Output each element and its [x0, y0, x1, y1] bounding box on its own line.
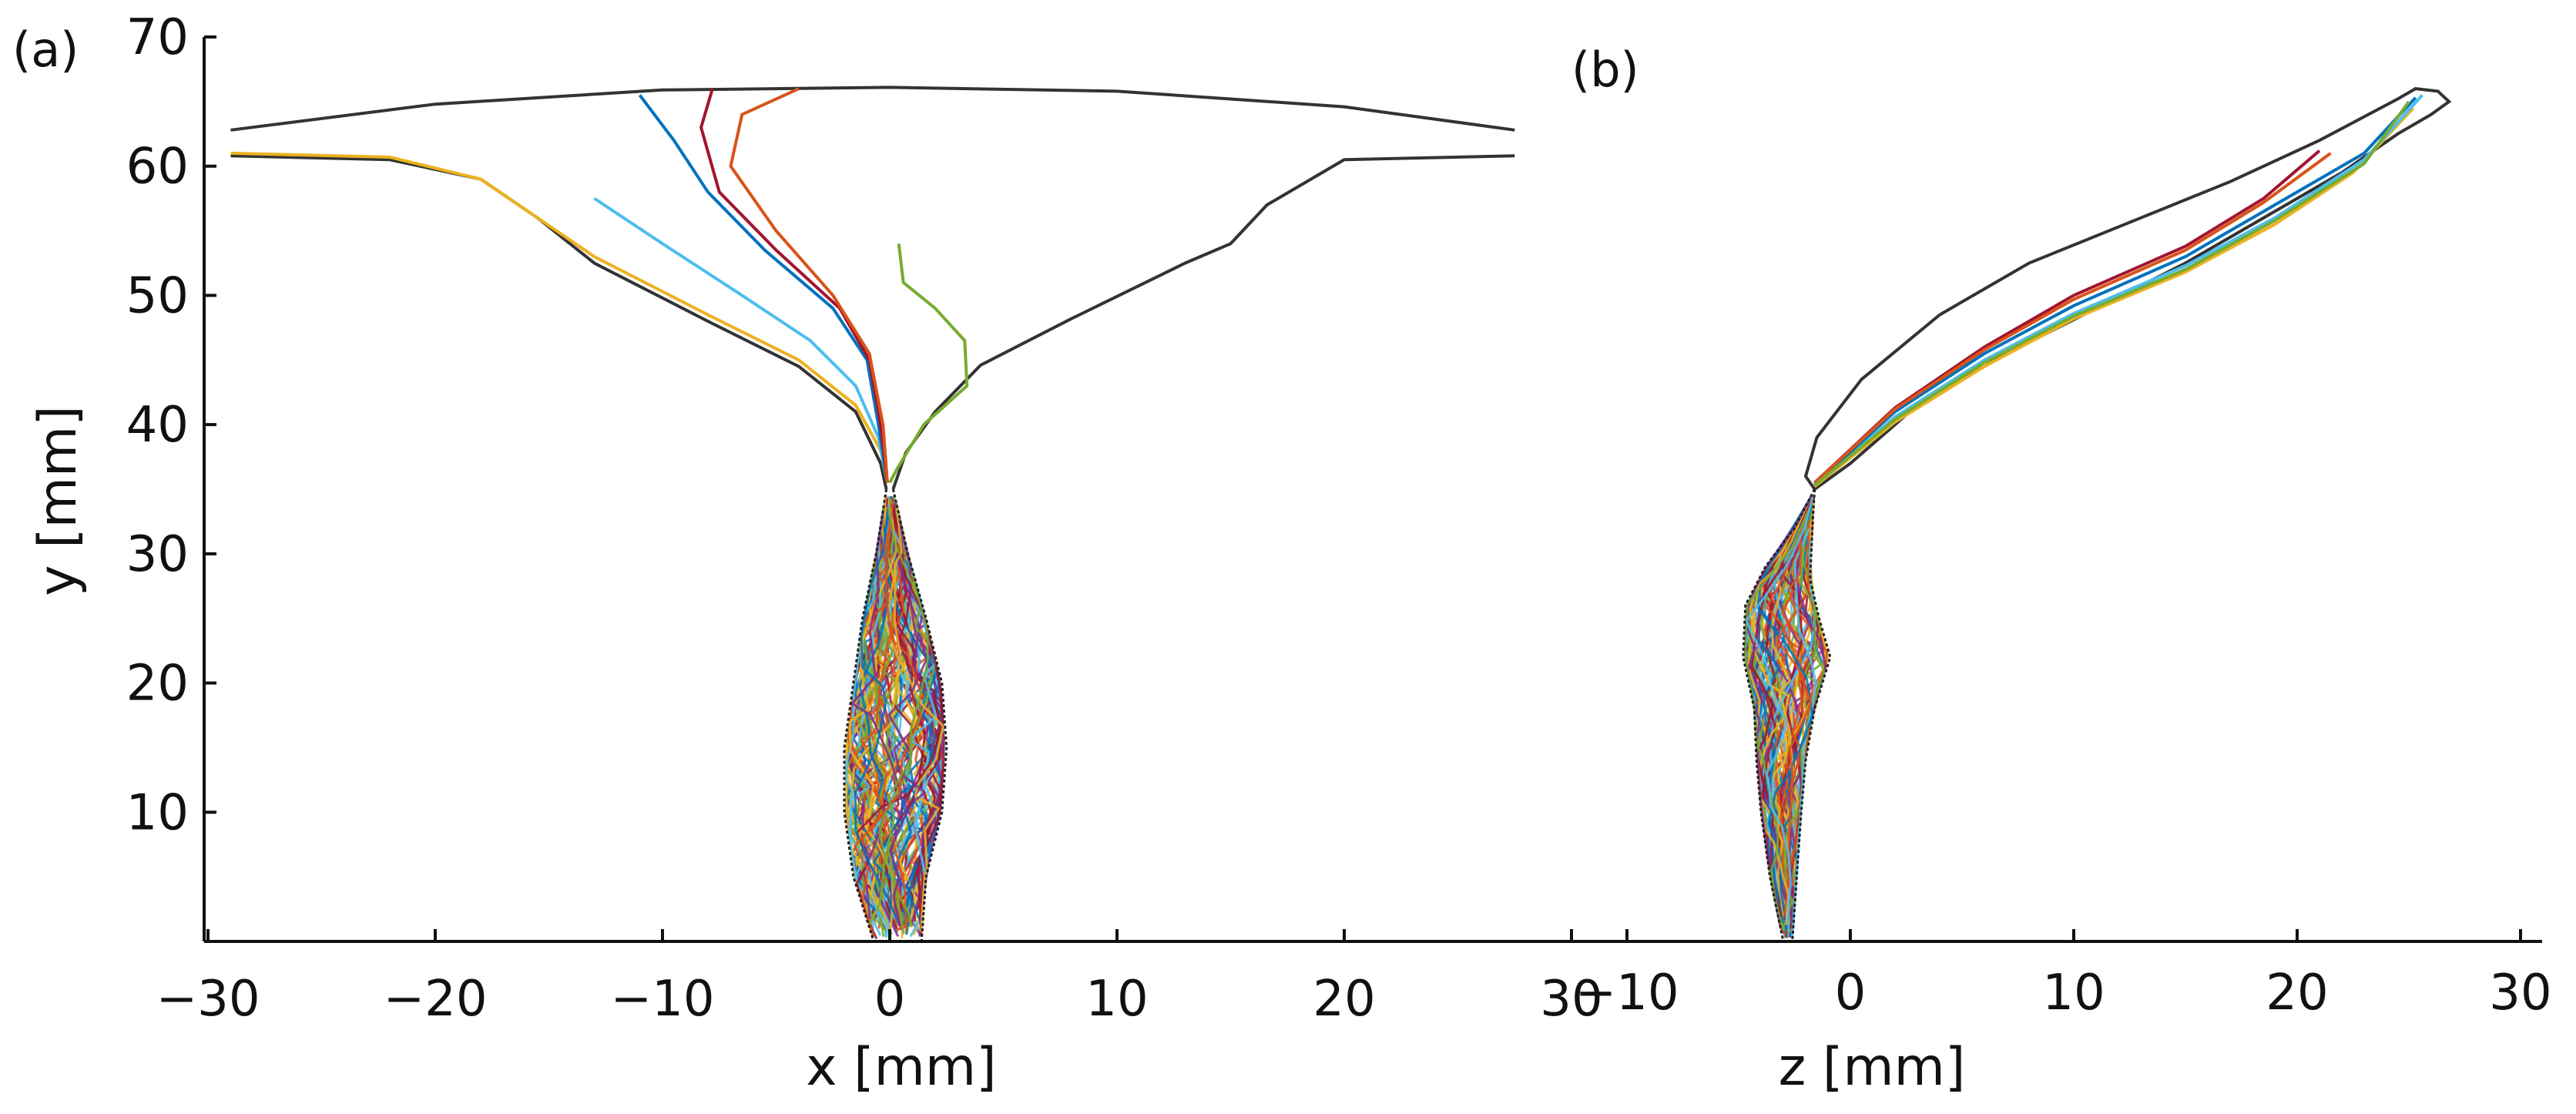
- panel-a-y-tick-label: 30: [126, 526, 189, 583]
- panel-a-y-tick-label: 50: [126, 267, 189, 324]
- panel-a-track: [878, 508, 937, 928]
- panel-a-track: [893, 505, 944, 933]
- panel-a-outline-stem-right: [891, 488, 948, 942]
- panel-a-x-tick-label: −30: [156, 971, 260, 1028]
- panel-a-outline-stem-left: [843, 488, 888, 942]
- panel-b-x-tick-label: 30: [2489, 965, 2551, 1022]
- panel-b-track: [1776, 537, 1813, 916]
- panel-a-track: [868, 506, 929, 925]
- panel-a-track: [853, 500, 922, 938]
- panel-b-track: [1750, 501, 1813, 917]
- panel-b-track: [1745, 495, 1815, 933]
- panel-b-series-blue: [1813, 96, 2417, 485]
- panel-b-geometry-outline: [1742, 87, 2452, 942]
- panel-a-outline-upper-edge: [230, 86, 1515, 132]
- panel-a-series-blue: [638, 94, 889, 483]
- panel-a-x-tick-label: −10: [610, 971, 714, 1028]
- panel-a-x-ticks: −30 −20 −10 0 10 20 30: [156, 929, 1603, 1028]
- panel-a-track: [845, 523, 901, 914]
- panel-a-x-axis-title: x [mm]: [806, 1037, 996, 1098]
- panel-a-y-axis-title: y [mm]: [28, 405, 89, 596]
- panel-a-y-tick-label: 60: [126, 139, 189, 196]
- panel-b-series-cyan: [1813, 94, 2423, 487]
- panel-a-series-purple: [699, 88, 889, 483]
- panel-b-x-tick-label: 0: [1835, 965, 1867, 1022]
- panel-a-outline-right-wall: [891, 154, 1515, 490]
- panel-a-track: [850, 515, 907, 931]
- panel-b-outline-stem-right: [1791, 488, 1832, 942]
- panel-a-y-tick-label: 20: [126, 656, 189, 713]
- panel-b-track: [1749, 502, 1809, 921]
- panel-a-x-tick-label: 20: [1313, 971, 1375, 1028]
- panel-a-series-orange: [230, 151, 889, 484]
- panel-a-x-tick-label: −20: [383, 971, 487, 1028]
- panel-a-streamlines: [230, 87, 969, 484]
- panel-b-series-green: [1813, 100, 2410, 487]
- panel-a-y-tick-label: 40: [126, 397, 189, 454]
- panel-a: (a) −30 −20 −10 0 10 20 30 10 20 30 40 50 60 70 x [m…: [12, 9, 1603, 1098]
- panel-a-series-red-orange: [729, 87, 889, 483]
- panel-a-x-tick-label: 10: [1085, 971, 1148, 1028]
- panel-a-series-green: [888, 243, 969, 484]
- panel-b-x-tick-label: 20: [2266, 965, 2328, 1022]
- panel-b-series-orange: [1813, 106, 2415, 488]
- panel-a-y-tick-label: 10: [126, 784, 189, 841]
- panel-a-tracks: [844, 495, 946, 940]
- panel-a-track: [845, 512, 894, 935]
- panel-a-series-cyan: [593, 196, 889, 483]
- panel-a-label: (a): [12, 22, 79, 78]
- panel-b-series-red-orange: [1813, 152, 2332, 485]
- panel-a-x-tick-label: 30: [1540, 971, 1602, 1028]
- panel-a-x-tick-label: 0: [874, 971, 906, 1028]
- panel-b-x-tick-label: 10: [2042, 965, 2105, 1022]
- panel-b-tracks: [1743, 495, 1830, 938]
- panel-a-y-ticks: 10 20 30 40 50 60 70: [126, 9, 216, 841]
- panel-b: (b) −10 0 10 20 30 z [mm]: [1560, 42, 2552, 1098]
- panel-b-label: (b): [1571, 42, 1639, 98]
- panel-a-track: [855, 506, 944, 940]
- panel-a-y-tick-label: 70: [126, 9, 189, 66]
- panel-b-x-axis-title: z [mm]: [1779, 1037, 1966, 1098]
- panel-a-track: [887, 518, 931, 927]
- panel-b-streamlines: [1813, 94, 2423, 488]
- panel-b-x-tick-label: −10: [1575, 965, 1679, 1022]
- panel-b-x-ticks: −10 0 10 20 30: [1575, 929, 2552, 1022]
- panel-a-outline-left-wall: [230, 154, 888, 490]
